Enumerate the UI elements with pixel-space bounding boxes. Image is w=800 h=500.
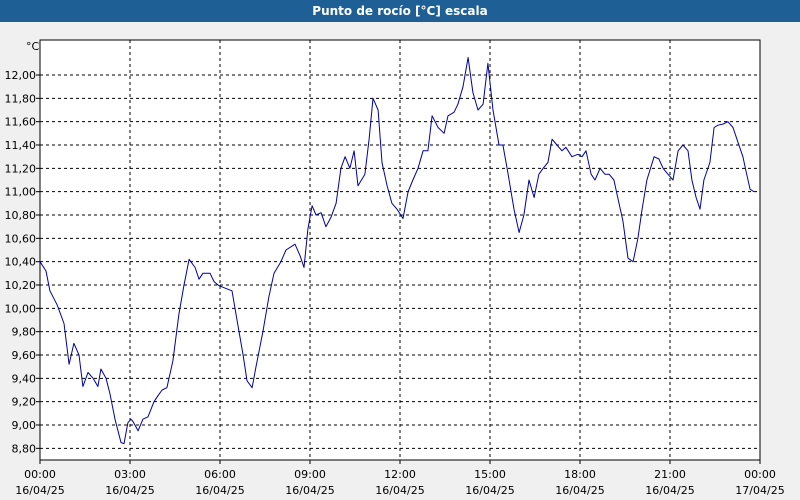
grid-lines	[40, 40, 760, 460]
x-axis: 00:00 16/04/25 03:00 16/04/25 06:00 16/04/25 0…	[15, 460, 785, 497]
x-tick-date-label: 16/04/25	[465, 484, 514, 497]
x-tick-time-label: 09:00	[294, 468, 326, 481]
x-tick-time-label: 00:00	[744, 468, 776, 481]
y-tick-label: 10,20	[5, 279, 37, 292]
y-tick-label: 10,00	[5, 302, 37, 315]
y-tick-label: 9,60	[12, 349, 37, 362]
y-tick-label: 11,80	[5, 92, 37, 105]
y-tick-label: 9,40	[12, 372, 37, 385]
y-tick-label: 11,40	[5, 139, 37, 152]
x-tick-date-label: 16/04/25	[645, 484, 694, 497]
x-tick-date-label: 16/04/25	[15, 484, 64, 497]
x-tick-date-label: 17/04/25	[735, 484, 784, 497]
y-tick-label: 9,80	[12, 326, 37, 339]
dew-point-series-line	[39, 57, 755, 445]
x-tick-time-label: 00:00	[24, 468, 56, 481]
chart-title: Punto de rocío [°C] escala	[0, 0, 800, 22]
x-tick-date-label: 16/04/25	[555, 484, 604, 497]
y-tick-label: 12,00	[5, 69, 37, 82]
y-tick-label: 11,60	[5, 116, 37, 129]
y-axis: 8,80 9,00 9,20 9,40 9,60 9,80 10,00 10,20 10,40 1…	[5, 69, 40, 455]
x-tick-time-label: 15:00	[474, 468, 506, 481]
x-tick-date-label: 16/04/25	[105, 484, 154, 497]
x-tick-time-label: 18:00	[564, 468, 596, 481]
y-tick-label: 11,20	[5, 162, 37, 175]
x-tick-time-label: 12:00	[384, 468, 416, 481]
x-tick-date-label: 16/04/25	[285, 484, 334, 497]
x-tick-date-label: 16/04/25	[375, 484, 424, 497]
y-tick-label: 9,20	[12, 396, 37, 409]
x-tick-time-label: 06:00	[204, 468, 236, 481]
y-tick-label: 11,00	[5, 186, 37, 199]
y-tick-label: 10,60	[5, 232, 37, 245]
y-unit-label: °C	[26, 40, 40, 53]
y-tick-label: 8,80	[12, 442, 37, 455]
y-tick-label: 9,00	[12, 419, 37, 432]
series-group	[39, 57, 755, 445]
x-tick-time-label: 21:00	[654, 468, 686, 481]
y-tick-label: 10,40	[5, 256, 37, 269]
y-tick-label: 10,80	[5, 209, 37, 222]
x-tick-date-label: 16/04/25	[195, 484, 244, 497]
x-tick-time-label: 03:00	[114, 468, 146, 481]
